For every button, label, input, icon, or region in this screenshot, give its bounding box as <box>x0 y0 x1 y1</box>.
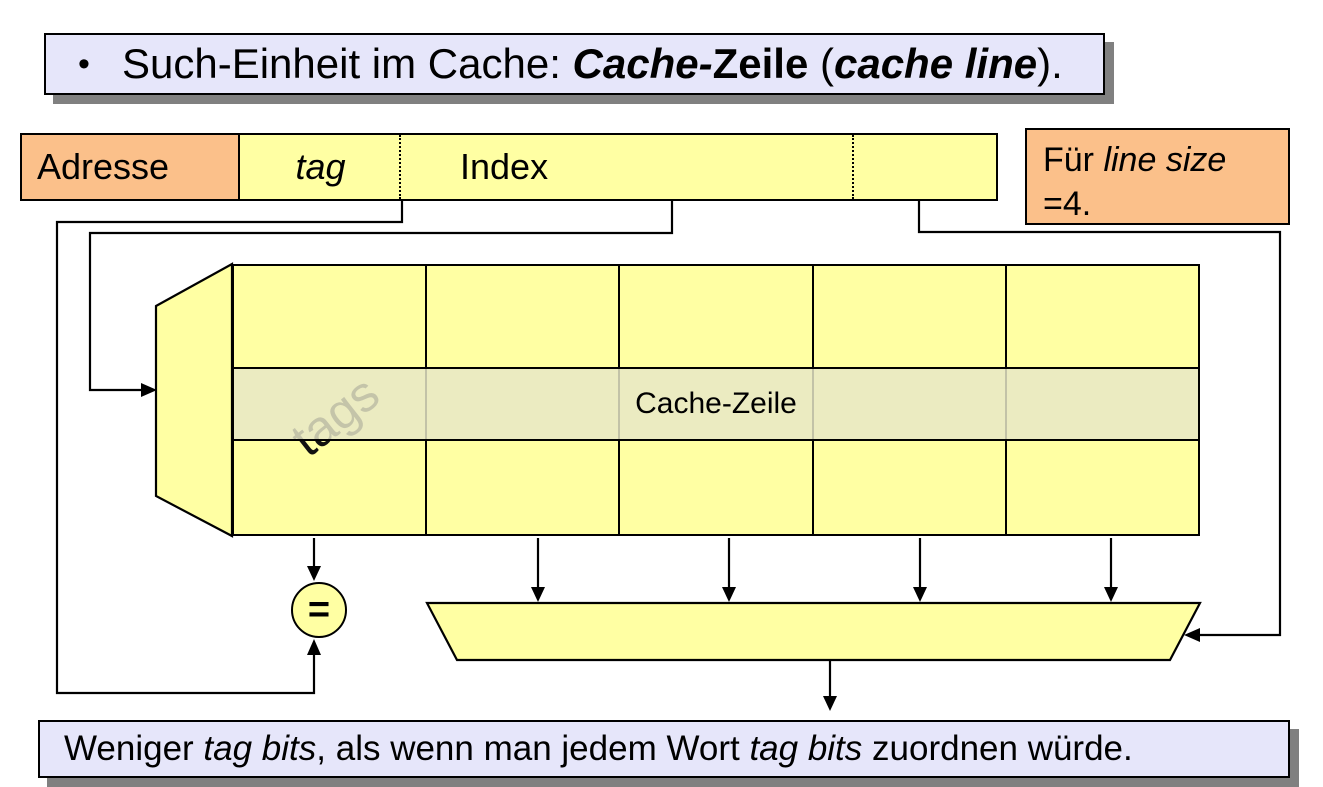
page-title: Such-Einheit im Cache: Cache-Zeile (cach… <box>122 40 1063 87</box>
field-separator-tag-index <box>399 135 401 199</box>
equals-comparator: = <box>291 582 347 638</box>
equals-label: = <box>307 588 331 631</box>
arrowhead-down-icon <box>913 587 927 602</box>
arrowhead-left-icon <box>1184 628 1200 642</box>
line-size-note: Für line size =4. <box>1025 128 1290 225</box>
arrowhead-down-icon <box>823 696 837 711</box>
arrowhead-down-icon <box>531 587 545 602</box>
footer-text: Weniger tag bits, als wenn man jedem Wor… <box>64 729 1133 768</box>
arrowhead-down-icon <box>1104 587 1118 602</box>
address-bitfield: tag Index <box>238 133 998 201</box>
bullet-icon: • <box>78 44 90 83</box>
field-separator-index-offset <box>852 135 854 199</box>
cache-array: tags Cache-Zeile <box>232 264 1200 536</box>
arrowhead-down-icon <box>307 566 321 581</box>
tag-field-label: tag <box>295 146 346 187</box>
line-size-note-text: Für line size =4. <box>1043 141 1227 224</box>
cache-line-row: Cache-Zeile <box>234 367 1198 441</box>
index-field-label: Index <box>460 146 549 187</box>
cache-line-label: Cache-Zeile <box>635 387 797 420</box>
arrowhead-down-icon <box>722 587 736 602</box>
arrowhead-up-icon <box>307 639 321 655</box>
arrowhead-right-icon <box>141 383 157 397</box>
footer-banner: Weniger tag bits, als wenn man jedem Wor… <box>38 720 1290 778</box>
tag-store-funnel <box>154 262 234 538</box>
address-label: Adresse <box>37 146 170 187</box>
word-multiplexer <box>425 601 1202 662</box>
title-banner: • Such-Einheit im Cache: Cache-Zeile (ca… <box>44 33 1105 95</box>
address-label-box: Adresse <box>20 133 240 201</box>
